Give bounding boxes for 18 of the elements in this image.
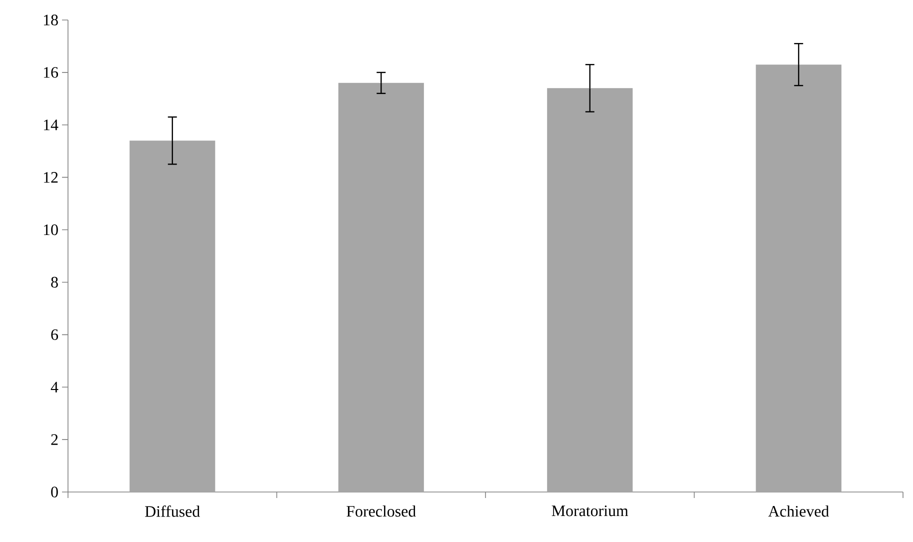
x-tick-label: Foreclosed [346, 505, 416, 517]
y-tick-label: 12 [44, 172, 58, 183]
y-tick-label: 10 [44, 224, 58, 236]
y-tick-label: 0 [51, 486, 58, 498]
y-tick-label: 14 [44, 120, 58, 130]
bar [547, 88, 633, 492]
bar [338, 82, 424, 492]
y-tick-label: 6 [51, 329, 58, 340]
x-tick-label: Diffused [145, 505, 200, 517]
bar [756, 64, 842, 492]
x-tick-label: Achieved [768, 505, 829, 517]
y-tick-label: 4 [50, 382, 58, 392]
y-tick-label: 18 [44, 14, 58, 26]
x-tick-label: Moratorium [552, 505, 628, 516]
y-tick-label: 2 [51, 434, 58, 445]
y-tick-label: 8 [51, 276, 58, 288]
bar [130, 140, 216, 492]
y-tick-label: 16 [44, 67, 58, 78]
